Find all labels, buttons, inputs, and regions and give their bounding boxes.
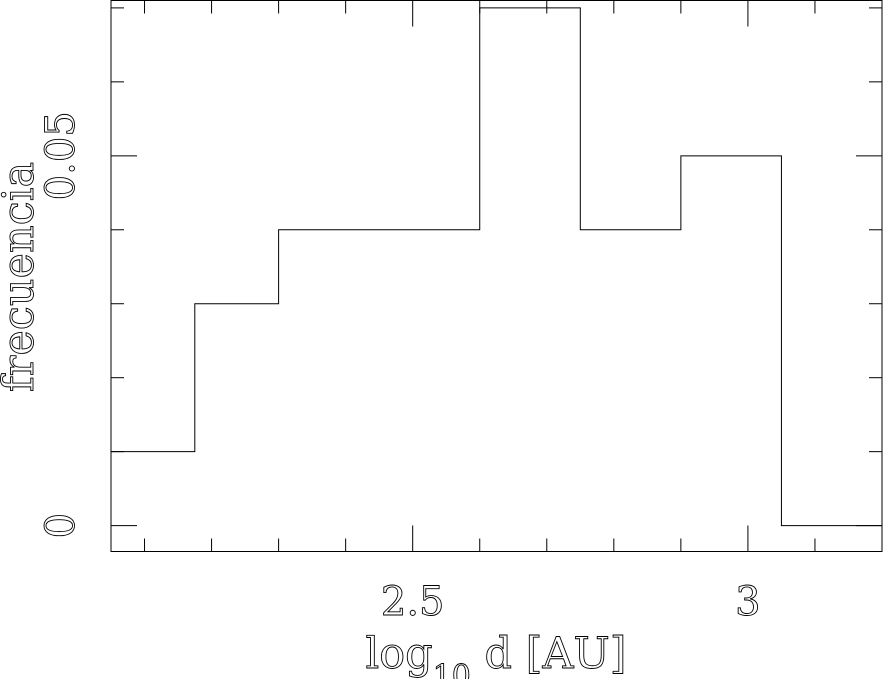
x-axis-label: log10 d [AU] <box>365 629 626 679</box>
histogram-bin <box>111 452 195 526</box>
y-tick-labels: 00.05 <box>38 111 85 539</box>
histogram-bin <box>681 156 782 526</box>
histogram-step-line <box>111 7 882 527</box>
x-tick-labels: 2.5 3 <box>380 579 761 626</box>
histogram-bin <box>580 230 681 526</box>
x-tick-label: 2.5 <box>381 579 445 625</box>
histogram-bin <box>379 230 480 526</box>
y-axis-label: frecuencia <box>0 162 44 392</box>
y-tick-label: 0.05 <box>38 111 84 200</box>
histogram-bin <box>480 8 581 526</box>
histogram-bins <box>111 8 781 526</box>
histogram-bin <box>195 304 279 526</box>
plot-frame <box>110 0 883 552</box>
tick-marks <box>111 0 883 552</box>
x-tick-label: 3 <box>735 579 760 625</box>
y-tick-label: 0 <box>38 513 84 538</box>
histogram-bin <box>279 230 380 526</box>
